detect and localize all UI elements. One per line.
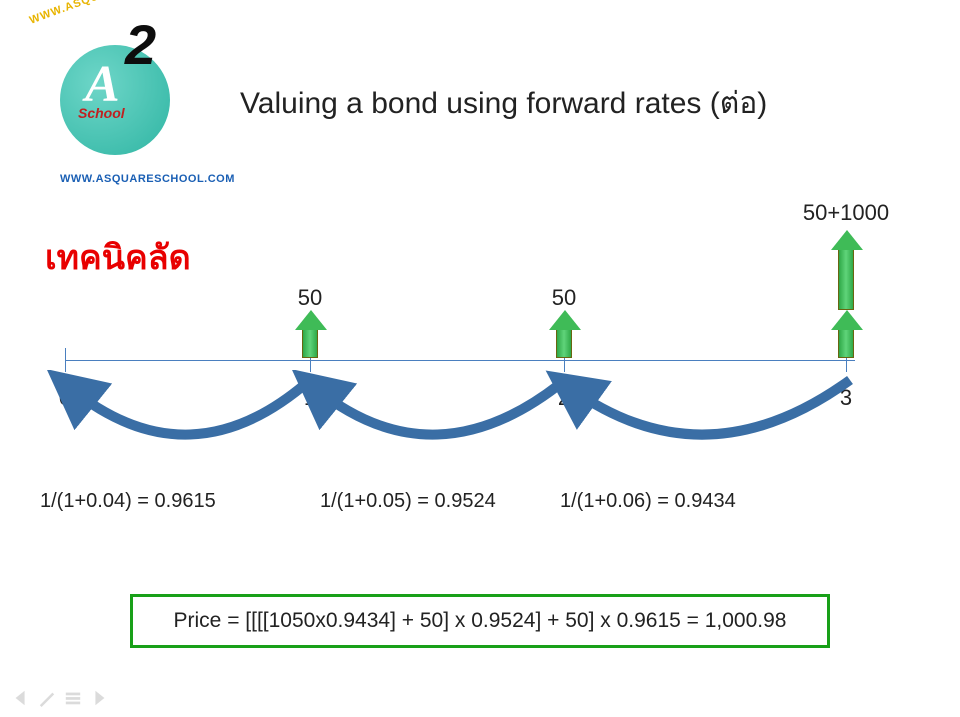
arrow-head-icon	[549, 310, 581, 330]
prev-icon[interactable]	[12, 689, 30, 707]
arrow-stem	[556, 330, 572, 358]
discount-label-3: 1/(1+0.06) = 0.9434	[560, 490, 736, 513]
timeline-diagram: 0 1 2 3 50 50 50+1000 1/(1+0.04) = 0.961…	[0, 200, 960, 520]
arrow-head-icon	[831, 310, 863, 330]
cashflow-arrow-2	[549, 310, 579, 358]
cashflow-arrow-3	[831, 310, 861, 358]
menu-icon[interactable]	[64, 689, 82, 707]
logo-digit-2: 2	[125, 12, 156, 77]
discount-arc-3	[540, 370, 870, 470]
arrow-stem	[302, 330, 318, 358]
final-cashflow-label: 50+1000	[803, 200, 889, 226]
pen-icon[interactable]	[38, 689, 56, 707]
arrow-stem	[838, 250, 854, 310]
cashflow-label-2: 50	[552, 285, 576, 311]
arrow-head-icon	[831, 230, 863, 250]
discount-label-1: 1/(1+0.04) = 0.9615	[40, 490, 216, 513]
timeline-tick-0	[65, 348, 66, 372]
logo: WWW.ASQUARESCHOOL.COM A 2 School WWW.ASQ…	[30, 10, 210, 190]
final-cashflow-arrow	[831, 230, 861, 310]
timeline-axis	[65, 360, 855, 361]
logo-url-top: WWW.ASQUARESCHOOL.COM	[28, 0, 206, 27]
logo-school-text: School	[78, 105, 125, 121]
footer-controls	[12, 689, 108, 707]
price-formula-box: Price = [[[[1050x0.9434] + 50] x 0.9524]…	[130, 594, 830, 648]
page-title: Valuing a bond using forward rates (ต่อ)	[240, 80, 767, 127]
discount-label-2: 1/(1+0.05) = 0.9524	[320, 490, 496, 513]
arrow-stem	[838, 330, 854, 358]
cashflow-arrow-1	[295, 310, 325, 358]
next-icon[interactable]	[90, 689, 108, 707]
logo-url-bottom: WWW.ASQUARESCHOOL.COM	[60, 173, 235, 185]
arrow-head-icon	[295, 310, 327, 330]
price-formula-text: Price = [[[[1050x0.9434] + 50] x 0.9524]…	[174, 609, 787, 632]
cashflow-label-1: 50	[298, 285, 322, 311]
